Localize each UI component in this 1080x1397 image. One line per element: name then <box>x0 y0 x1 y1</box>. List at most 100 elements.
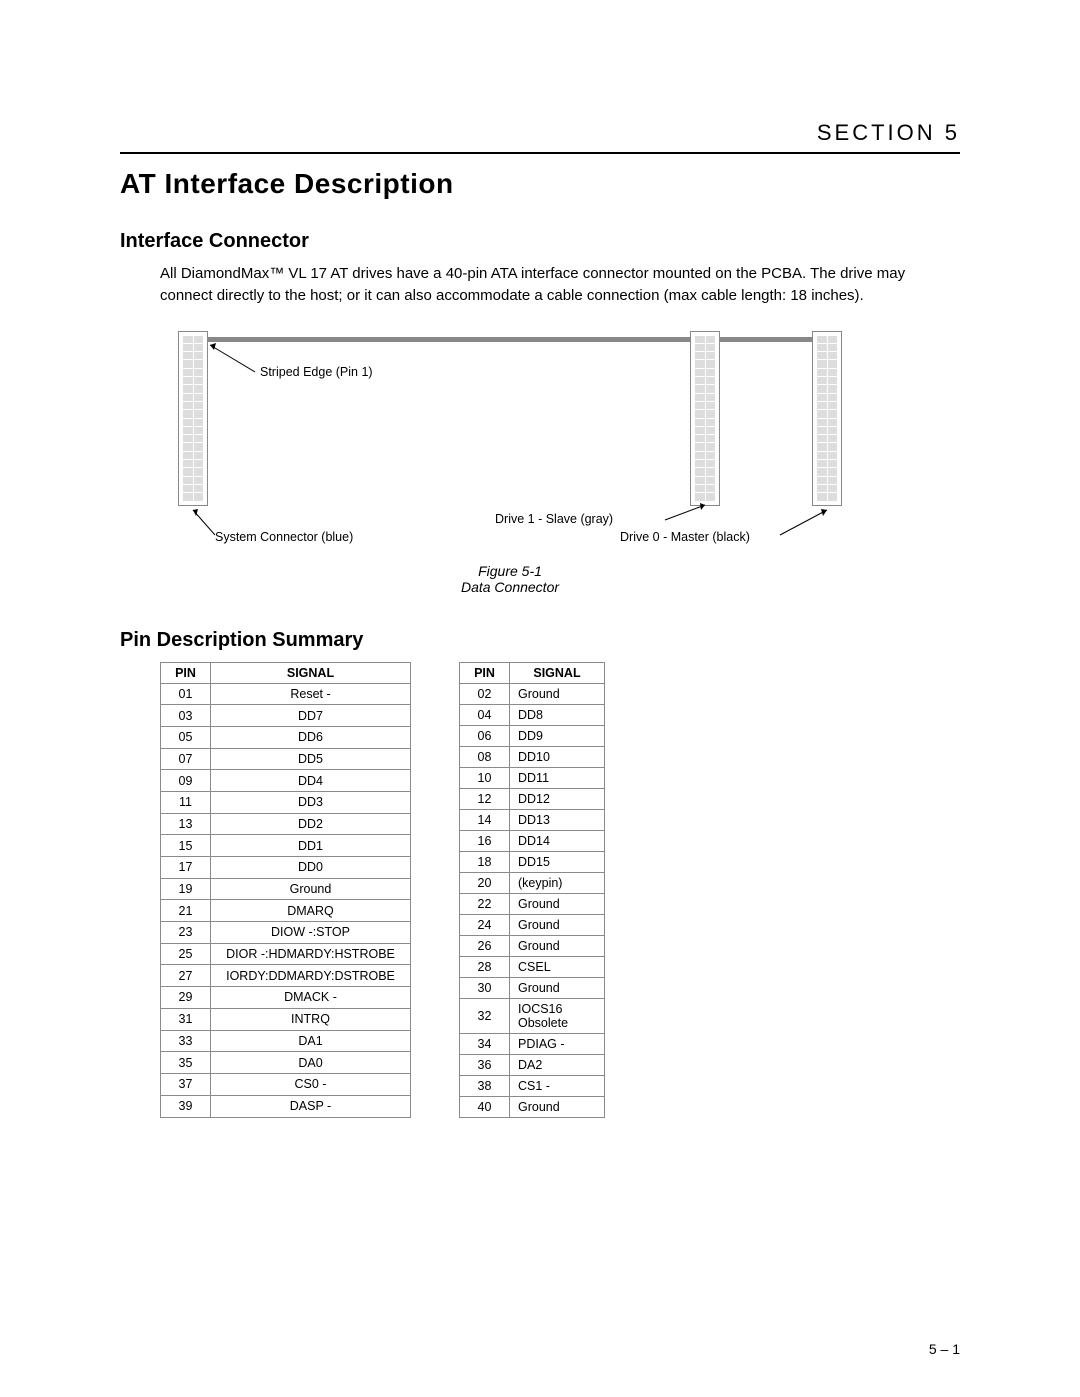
figure-caption-line2: Data Connector <box>461 579 559 595</box>
pin-cell: 11 <box>161 791 211 813</box>
pin-cell: 22 <box>460 893 510 914</box>
signal-cell: Ground <box>510 914 605 935</box>
pin-cell: 05 <box>161 726 211 748</box>
connector-pins <box>183 336 203 501</box>
table-row: 32IOCS16 Obsolete <box>460 998 605 1033</box>
signal-cell: Ground <box>510 893 605 914</box>
signal-cell: Reset - <box>211 683 411 705</box>
table-row: 40Ground <box>460 1096 605 1117</box>
table-row: 13DD2 <box>161 813 411 835</box>
signal-cell: DD9 <box>510 725 605 746</box>
pin-cell: 25 <box>161 943 211 965</box>
label-drive0-master: Drive 0 - Master (black) <box>620 530 750 544</box>
signal-cell: DD12 <box>510 788 605 809</box>
signal-cell: DIOW -:STOP <box>211 922 411 944</box>
table-header-row: PIN SIGNAL <box>161 662 411 683</box>
pin-cell: 04 <box>460 704 510 725</box>
figure-caption: Figure 5-1 Data Connector <box>160 563 860 595</box>
pin-cell: 28 <box>460 956 510 977</box>
page-title: AT Interface Description <box>120 168 960 200</box>
table-row: 36DA2 <box>460 1054 605 1075</box>
signal-cell: IORDY:DDMARDY:DSTROBE <box>211 965 411 987</box>
signal-cell: DA1 <box>211 1030 411 1052</box>
signal-cell: CS1 - <box>510 1075 605 1096</box>
signal-cell: DD4 <box>211 770 411 792</box>
table-row: 07DD5 <box>161 748 411 770</box>
signal-cell: Ground <box>510 683 605 704</box>
table-row: 18DD15 <box>460 851 605 872</box>
table-row: 33DA1 <box>161 1030 411 1052</box>
pin-cell: 36 <box>460 1054 510 1075</box>
table-row: 08DD10 <box>460 746 605 767</box>
table-row: 01Reset - <box>161 683 411 705</box>
connector-master <box>812 331 842 506</box>
pin-cell: 12 <box>460 788 510 809</box>
table-row: 20(keypin) <box>460 872 605 893</box>
pin-cell: 03 <box>161 705 211 727</box>
pin-cell: 16 <box>460 830 510 851</box>
signal-cell: DA0 <box>211 1052 411 1074</box>
signal-cell: DA2 <box>510 1054 605 1075</box>
rule-top <box>120 152 960 154</box>
pin-cell: 26 <box>460 935 510 956</box>
label-drive1-slave: Drive 1 - Slave (gray) <box>495 512 613 526</box>
col-signal: SIGNAL <box>510 662 605 683</box>
signal-cell: Ground <box>510 977 605 998</box>
signal-cell: DD10 <box>510 746 605 767</box>
pin-table-left: PIN SIGNAL 01Reset -03DD705DD607DD509DD4… <box>160 662 411 1118</box>
signal-cell: DD7 <box>211 705 411 727</box>
pin-table-right: PIN SIGNAL 02Ground04DD806DD908DD1010DD1… <box>459 662 605 1118</box>
signal-cell: DD5 <box>211 748 411 770</box>
table-row: 15DD1 <box>161 835 411 857</box>
figure-data-connector: Striped Edge (Pin 1) System Connector (b… <box>160 325 960 555</box>
signal-cell: Ground <box>211 878 411 900</box>
table-row: 14DD13 <box>460 809 605 830</box>
pin-cell: 17 <box>161 857 211 879</box>
signal-cell: DMARQ <box>211 900 411 922</box>
pin-cell: 02 <box>460 683 510 704</box>
table-row: 06DD9 <box>460 725 605 746</box>
signal-cell: DIOR -:HDMARDY:HSTROBE <box>211 943 411 965</box>
signal-cell: DD0 <box>211 857 411 879</box>
signal-cell: DMACK - <box>211 987 411 1009</box>
table-row: 23DIOW -:STOP <box>161 922 411 944</box>
col-pin: PIN <box>460 662 510 683</box>
table-row: 05DD6 <box>161 726 411 748</box>
subhead-interface-connector: Interface Connector <box>120 230 960 253</box>
table-row: 03DD7 <box>161 705 411 727</box>
signal-cell: Ground <box>510 935 605 956</box>
table-row: 29DMACK - <box>161 987 411 1009</box>
connector-pins <box>695 336 715 501</box>
label-striped-edge: Striped Edge (Pin 1) <box>260 365 373 379</box>
table-row: 26Ground <box>460 935 605 956</box>
signal-cell: DD11 <box>510 767 605 788</box>
table-row: 37CS0 - <box>161 1073 411 1095</box>
signal-cell: INTRQ <box>211 1008 411 1030</box>
pin-cell: 34 <box>460 1033 510 1054</box>
pin-cell: 18 <box>460 851 510 872</box>
connector-slave <box>690 331 720 506</box>
table-row: 25DIOR -:HDMARDY:HSTROBE <box>161 943 411 965</box>
pin-cell: 24 <box>460 914 510 935</box>
signal-cell: DD1 <box>211 835 411 857</box>
pin-cell: 09 <box>161 770 211 792</box>
signal-cell: (keypin) <box>510 872 605 893</box>
signal-cell: DD6 <box>211 726 411 748</box>
figure-caption-line1: Figure 5-1 <box>478 563 542 579</box>
pin-cell: 01 <box>161 683 211 705</box>
interface-connector-para: All DiamondMax™ VL 17 AT drives have a 4… <box>160 263 960 307</box>
pin-cell: 33 <box>161 1030 211 1052</box>
pin-cell: 14 <box>460 809 510 830</box>
pin-cell: 08 <box>460 746 510 767</box>
signal-cell: Ground <box>510 1096 605 1117</box>
pin-cell: 21 <box>161 900 211 922</box>
pin-cell: 19 <box>161 878 211 900</box>
table-header-row: PIN SIGNAL <box>460 662 605 683</box>
table-row: 04DD8 <box>460 704 605 725</box>
table-row: 17DD0 <box>161 857 411 879</box>
label-system-connector: System Connector (blue) <box>215 530 353 544</box>
col-pin: PIN <box>161 662 211 683</box>
table-row: 09DD4 <box>161 770 411 792</box>
signal-cell: CSEL <box>510 956 605 977</box>
table-row: 10DD11 <box>460 767 605 788</box>
